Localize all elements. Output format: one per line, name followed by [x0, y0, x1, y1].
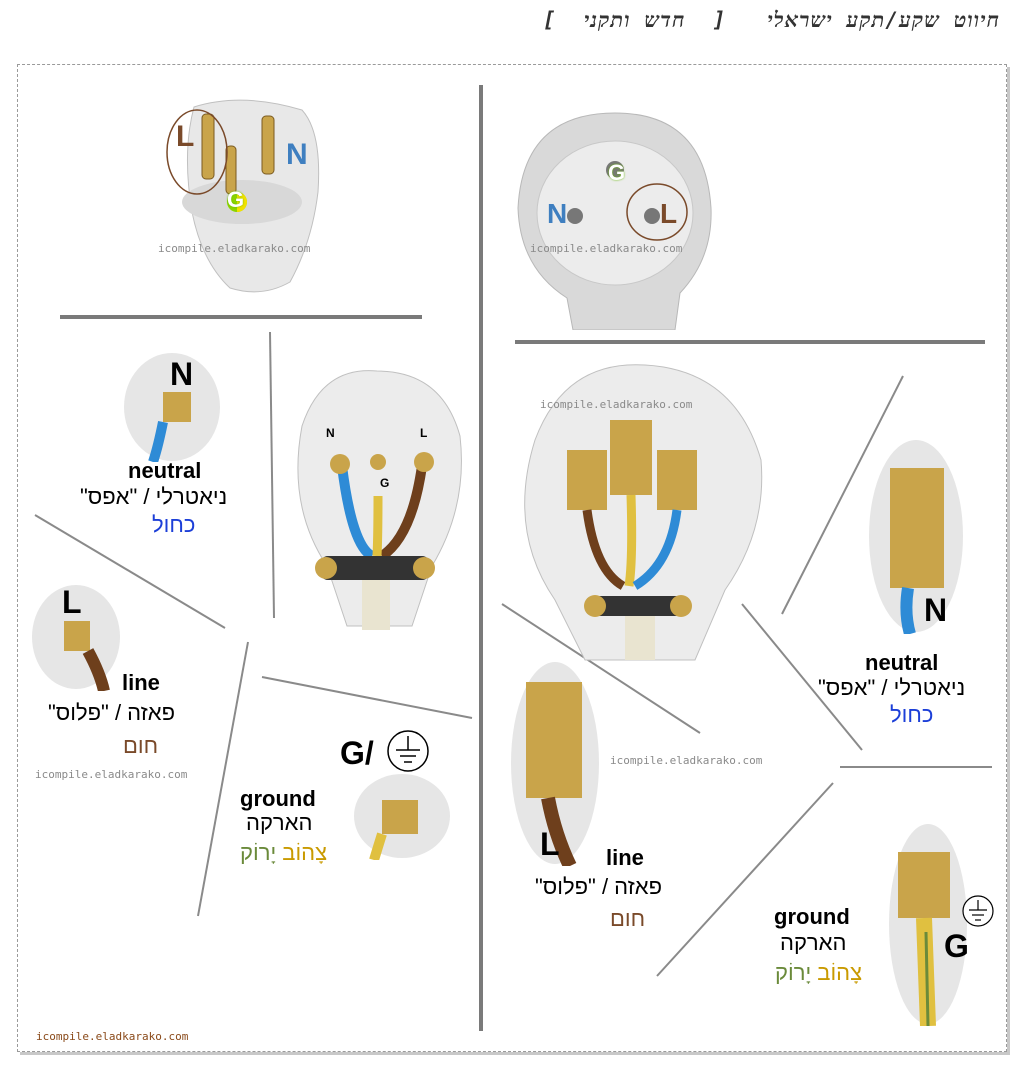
watermark-right-middle: icompile.eladkarako.com [610, 754, 763, 767]
left-ground-color-yellow: צָהוֹב [282, 840, 328, 865]
right-line-en: line [606, 845, 644, 870]
left-line-he: פאזה / "פלוס" [48, 700, 176, 725]
right-ground-color-green: יָרוֹק [775, 960, 812, 985]
right-line-letter: L [540, 826, 560, 862]
socket-top-N-label: N [547, 198, 568, 229]
socket-top-L-label: L [660, 198, 678, 229]
right-ground-color: צָהוֹב יָרוֹק [775, 960, 862, 986]
left-horizontal-divider [60, 315, 422, 319]
right-neutral-letter: N [924, 592, 948, 628]
watermark-plug-front: icompile.eladkarako.com [158, 242, 311, 255]
left-ground-en: ground [240, 786, 316, 811]
diagram-frame [17, 64, 1007, 1052]
right-ground-he: הארקה [780, 930, 847, 955]
left-line-color: חום [123, 733, 159, 758]
left-ground-color-green: יָרוֹק [240, 840, 277, 865]
ground-terminal-photo [352, 772, 450, 860]
page-title: חיווט שקע/תקע ישראלי [ חדש ותקני ] [542, 8, 1000, 32]
left-ground-color: צָהוֹב יָרוֹק [240, 840, 327, 866]
plug-top-N-label: N [286, 138, 308, 171]
left-ground-he: הארקה [246, 810, 313, 835]
watermark-socket-front: icompile.eladkarako.com [530, 242, 683, 255]
right-ground-en: ground [774, 904, 850, 929]
left-neutral-en: neutral [128, 458, 202, 483]
watermark-socket-inside: icompile.eladkarako.com [540, 398, 693, 411]
plug-inside-L-label: L [420, 426, 428, 440]
left-line-letter: L [62, 584, 82, 620]
right-line-color: חום [610, 906, 646, 931]
right-earth-ground-icon [962, 895, 994, 927]
neutral-terminal-photo [123, 352, 221, 462]
plug-inside-photo [282, 366, 472, 644]
right-ground-letter: G [944, 928, 969, 964]
right-neutral-color: כחול [890, 702, 934, 727]
watermark-left-middle: icompile.eladkarako.com [35, 768, 188, 781]
right-ground-terminal-photo [888, 822, 968, 1026]
left-ground-letter: G/ [340, 735, 374, 771]
left-neutral-color: כחול [152, 512, 196, 537]
plug-inside-N-label: N [326, 426, 335, 440]
right-neutral-he: ניאטרלי / "אפס" [818, 675, 966, 700]
left-neutral-he: ניאטרלי / "אפס" [80, 484, 228, 509]
watermark-bottom: icompile.eladkarako.com [36, 1030, 189, 1043]
socket-inside-photo [505, 360, 767, 668]
left-neutral-letter: N [170, 356, 194, 392]
plug-inside-G-label: G [380, 476, 390, 490]
earth-ground-icon [387, 730, 429, 772]
line-terminal-photo [30, 583, 122, 691]
plug-front-photo [152, 92, 332, 298]
right-line-he: פאזה / "פלוס" [535, 874, 663, 899]
vertical-divider [479, 85, 483, 1031]
plug-top-G-label: G [227, 187, 245, 212]
right-neutral-en: neutral [865, 650, 939, 675]
socket-front-photo [515, 108, 715, 330]
plug-top-L-label: L [176, 120, 195, 153]
right-line-terminal-photo [510, 660, 600, 866]
right-neutral-terminal-photo [868, 438, 964, 634]
right-ground-color-yellow: צָהוֹב [817, 960, 863, 985]
left-line-en: line [122, 670, 160, 695]
socket-top-G-label: G [608, 160, 626, 185]
right-horizontal-divider [515, 340, 985, 344]
